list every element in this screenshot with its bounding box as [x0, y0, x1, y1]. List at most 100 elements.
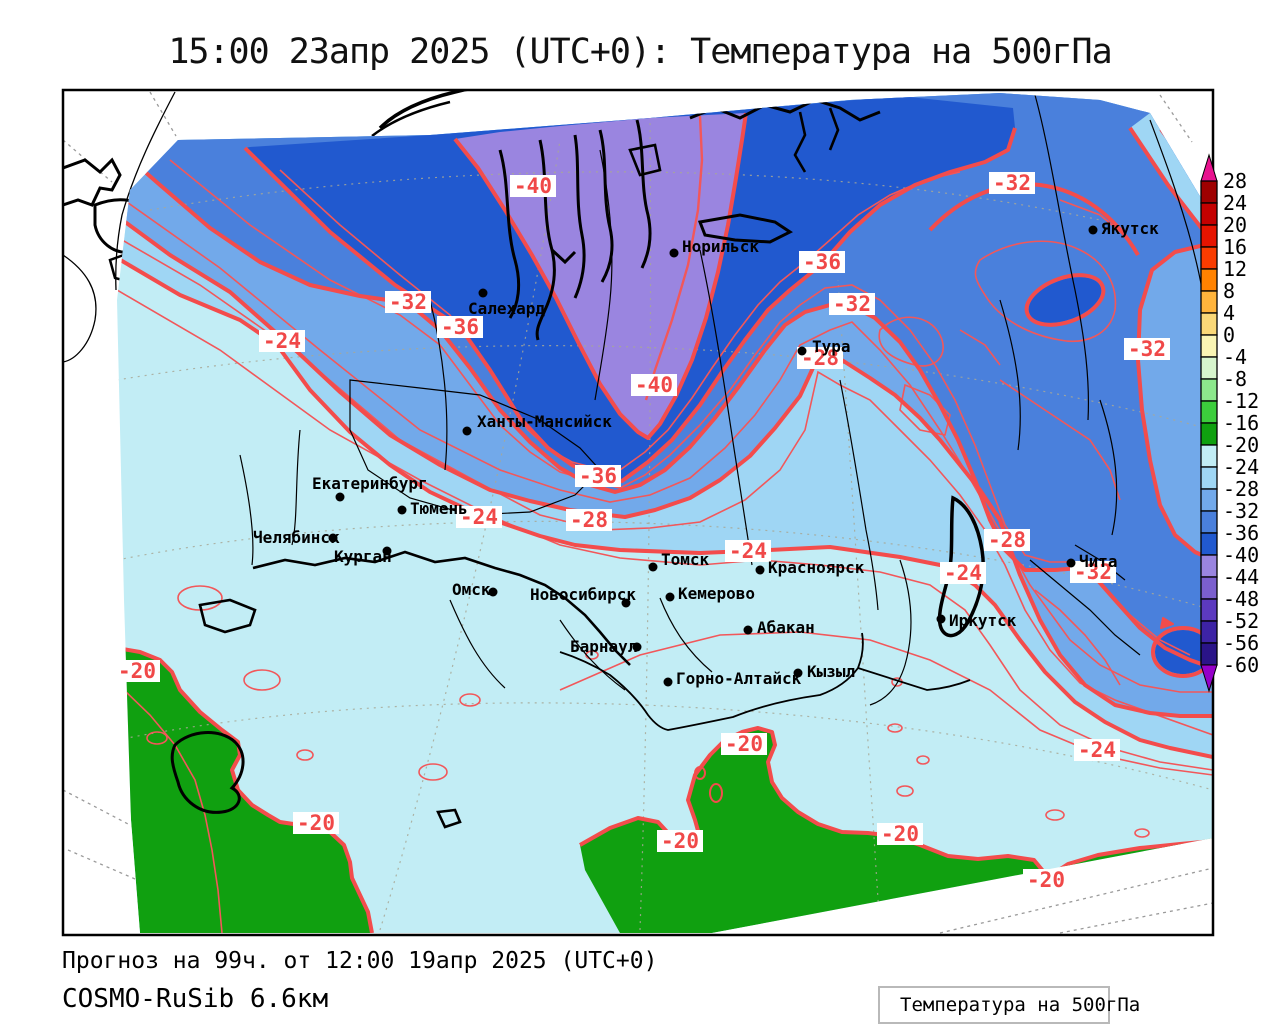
- contour-label: -20: [1023, 868, 1069, 892]
- contour-label: -24: [725, 539, 771, 563]
- svg-text:-32: -32: [1128, 337, 1166, 361]
- svg-text:Барнаул: Барнаул: [570, 637, 637, 656]
- svg-text:-28: -28: [988, 528, 1026, 552]
- city-tyumen: Тюмень: [397, 499, 468, 518]
- svg-text:-32: -32: [993, 171, 1031, 195]
- colorbar-tick: -16: [1223, 411, 1259, 435]
- city-krasnoyarsk: Красноярск: [755, 558, 865, 577]
- city-kurgan: Курган: [334, 546, 392, 566]
- city-dot: [632, 642, 642, 652]
- svg-text:-20: -20: [725, 732, 763, 756]
- colorbar-cell: [1200, 400, 1218, 424]
- city-omsk: Омск: [452, 580, 498, 599]
- colorbar-tick: -56: [1223, 631, 1259, 655]
- colorbar-cell: [1200, 642, 1218, 666]
- colorbar-tick: -52: [1223, 609, 1259, 633]
- colorbar-cell: [1200, 334, 1218, 358]
- legend: Температура на 500гПа: [878, 986, 1140, 1024]
- band-minus16-20-sw: [117, 648, 372, 933]
- contour-label: -20: [657, 829, 703, 853]
- city-dot: [755, 565, 765, 575]
- svg-text:Челябинск: Челябинск: [253, 528, 340, 547]
- contour-label: -40: [631, 373, 677, 397]
- city-tura: Тура: [797, 337, 851, 356]
- colorbar-tick: -8: [1223, 367, 1247, 391]
- colorbar-tick: -24: [1223, 455, 1259, 479]
- colorbar-cell: [1200, 532, 1218, 556]
- svg-text:-40: -40: [635, 373, 673, 397]
- graticule-outside: [63, 91, 1213, 934]
- contour-label: -20: [293, 811, 339, 835]
- cold-pocket: [1028, 277, 1102, 323]
- svg-text:Норильск: Норильск: [682, 237, 759, 256]
- contour-label: -20: [877, 822, 923, 846]
- svg-text:Томск: Томск: [661, 550, 710, 569]
- city-tomsk: Томск: [648, 550, 710, 572]
- city-khanty-mansiysk: Ханты-Мансийск: [462, 412, 612, 436]
- colorbar-cell: [1200, 598, 1218, 622]
- legend-label: Температура на 500гПа: [900, 994, 1141, 1016]
- colorbar-tick: -44: [1223, 565, 1259, 589]
- svg-text:Якутск: Якутск: [1101, 219, 1159, 238]
- svg-text:-32: -32: [833, 292, 871, 316]
- forecast-info: Прогноз на 99ч. от 12:00 19апр 2025 (UTC…: [62, 948, 658, 974]
- colorbar-tick: -20: [1223, 433, 1259, 457]
- colorbar-tick: 16: [1223, 235, 1247, 259]
- contour-label: -32: [1070, 560, 1116, 584]
- contour-label: -32: [989, 171, 1035, 195]
- city-dot: [478, 288, 488, 298]
- colorbar-cells: [1200, 180, 1218, 666]
- city-novosibirsk: Новосибирск: [530, 585, 636, 608]
- svg-text:Курган: Курган: [334, 547, 392, 566]
- svg-text:-32: -32: [1074, 560, 1112, 584]
- city-dot: [663, 677, 673, 687]
- svg-text:Кемерово: Кемерово: [678, 584, 755, 603]
- band-minus16-20-s: [580, 728, 1213, 933]
- contour-label: -24: [940, 561, 986, 585]
- colorbar-under-arrow: [1200, 664, 1218, 693]
- city-dot: [328, 533, 338, 543]
- city-irkutsk: Иркутск: [936, 611, 1017, 630]
- colorbar-ticks: 28 24 20 16 12 8 4 0 -4 -8 -12 -16 -20 -…: [1223, 169, 1259, 677]
- colorbar-tick: -48: [1223, 587, 1259, 611]
- svg-text:Горно-Алтайск: Горно-Алтайск: [676, 669, 802, 688]
- svg-text:Кызыл: Кызыл: [807, 662, 855, 681]
- main-isotherms: [117, 112, 1213, 933]
- contour-label: -20: [721, 732, 767, 756]
- svg-text:-36: -36: [803, 250, 841, 274]
- colorbar-tick: -40: [1223, 543, 1259, 567]
- city-dot: [793, 668, 803, 678]
- svg-text:-20: -20: [297, 811, 335, 835]
- svg-text:-24: -24: [944, 561, 982, 585]
- svg-text:Екатеринбург: Екатеринбург: [312, 474, 428, 493]
- city-dot: [1088, 225, 1098, 235]
- city-salekhard: Салехард: [468, 288, 545, 318]
- city-dot: [462, 426, 472, 436]
- colorbar-tick: -60: [1223, 653, 1259, 677]
- svg-text:-40: -40: [514, 174, 552, 198]
- svg-text:Салехард: Салехард: [468, 299, 545, 318]
- svg-text:-20: -20: [118, 659, 156, 683]
- colorbar-cell: [1200, 180, 1218, 204]
- contour-label: -20: [114, 659, 160, 683]
- map-content: -40 -40 -36 -36 -36 -32 -32 -32 -32 -32 …: [63, 90, 1213, 934]
- svg-text:Ханты-Мансийск: Ханты-Мансийск: [477, 412, 612, 431]
- city-dot: [1066, 558, 1076, 568]
- svg-text:-24: -24: [1078, 738, 1116, 762]
- graticule-inside: [117, 119, 1213, 931]
- contour-label: -32: [385, 290, 431, 314]
- colorbar-cell: [1200, 312, 1218, 336]
- city-kemerovo: Кемерово: [665, 584, 755, 603]
- city-gorno-altaysk: Горно-Алтайск: [663, 669, 802, 688]
- contour-label: -36: [437, 315, 483, 339]
- svg-text:Тура: Тура: [812, 337, 851, 356]
- svg-text:-32: -32: [389, 290, 427, 314]
- colorbar-cell: [1200, 356, 1218, 380]
- colorbar-tick: 4: [1223, 301, 1235, 325]
- colorbar-tick: 20: [1223, 213, 1247, 237]
- city-chelyabinsk: Челябинск: [253, 528, 340, 547]
- city-dot: [382, 546, 392, 556]
- colorbar-tick: 12: [1223, 257, 1247, 281]
- contour-labels: -40 -40 -36 -36 -36 -32 -32 -32 -32 -32 …: [114, 171, 1170, 892]
- svg-text:Абакан: Абакан: [757, 618, 815, 637]
